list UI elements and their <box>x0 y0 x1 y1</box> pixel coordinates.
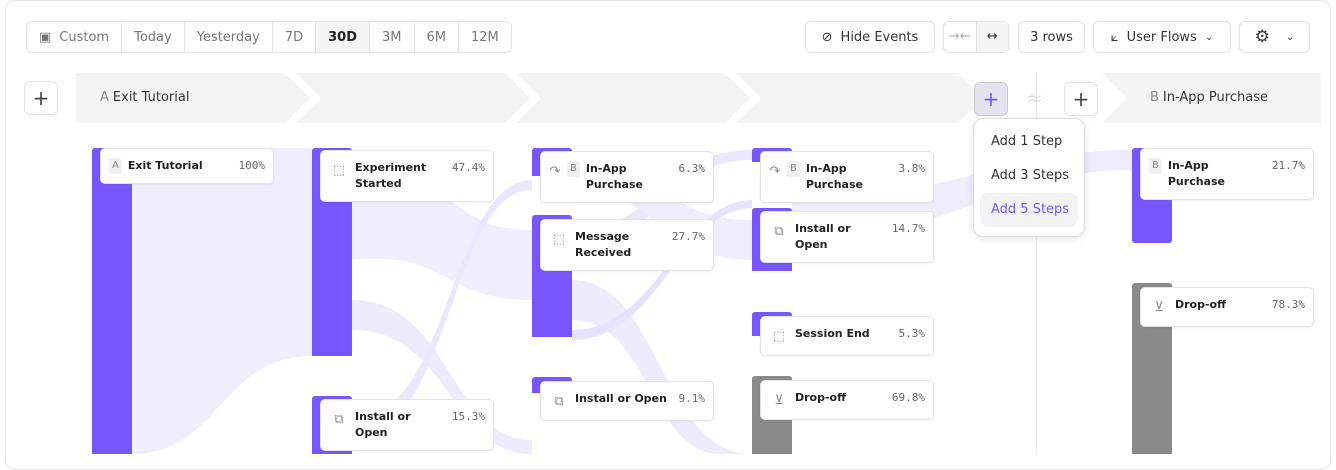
hide-events-button[interactable]: ⊘ Hide Events <box>805 21 935 53</box>
range-custom[interactable]: ▣ Custom <box>27 22 123 52</box>
gap-icon: ≈ <box>1026 86 1043 110</box>
rows-button[interactable]: 3 rows <box>1018 21 1085 53</box>
width-toggle: →← ↔ <box>943 21 1009 53</box>
chevron-down-icon: ⌄ <box>1204 31 1214 43</box>
menu-item-add-1-step[interactable]: Add 1 Step <box>991 134 1063 149</box>
cursor-click-icon: ⬚ <box>552 231 566 247</box>
range-6m[interactable]: 6M <box>415 22 459 52</box>
copy-icon: ⧉ <box>554 393 564 409</box>
copy-icon: ⧉ <box>334 411 344 427</box>
flow-link <box>132 148 312 454</box>
cursor-click-icon: ⬚ <box>332 162 346 178</box>
cursor-click-icon: ⬚ <box>772 328 786 344</box>
range-3m[interactable]: 3M <box>370 22 415 52</box>
add-steps-menu: Add 1 Step Add 3 Steps Add 5 Steps <box>973 118 1085 237</box>
plus-icon: + <box>1072 87 1090 111</box>
menu-item-add-3-steps[interactable]: Add 3 Steps <box>991 168 1070 183</box>
range-12m[interactable]: 12M <box>471 29 499 45</box>
dropoff-icon: ⊻ <box>1154 299 1164 315</box>
node-card[interactable]: ⬚ Experiment Started 47.4% <box>320 150 494 202</box>
add-step-after-button[interactable]: + <box>1064 82 1098 116</box>
range-yesterday[interactable]: Yesterday <box>185 22 273 52</box>
return-arrow-icon: ↷ <box>769 163 781 179</box>
add-step-before-button[interactable]: + <box>24 81 58 115</box>
add-steps-button[interactable]: + <box>974 82 1008 116</box>
range-7d[interactable]: 7D <box>273 22 317 52</box>
calendar-icon: ▣ <box>39 29 52 45</box>
compress-icon[interactable]: →← <box>944 22 977 52</box>
plus-icon: + <box>982 87 1000 111</box>
date-range-selector: ▣ Custom Today Yesterday 7D 30D 3M 6M 12M <box>26 21 512 53</box>
copy-icon: ⧉ <box>774 223 784 239</box>
return-arrow-icon: ↷ <box>549 163 561 179</box>
node-card[interactable]: ⧉ Install or Open 14.7% <box>760 211 934 263</box>
eye-off-icon: ⊘ <box>821 29 833 45</box>
plus-icon: + <box>32 86 50 110</box>
range-today[interactable]: Today <box>122 22 185 52</box>
node-card[interactable]: ⧉ Install or Open 9.1% <box>540 381 714 421</box>
view-selector[interactable]: ⟀ User Flows ⌄ <box>1093 21 1231 53</box>
flow-link <box>352 300 532 454</box>
node-card[interactable]: ⬚ Session End 5.3% <box>760 316 934 356</box>
chevron-down-icon: ⌄ <box>1285 31 1295 43</box>
start-step-label: A Exit Tutorial <box>100 90 190 105</box>
flows-icon: ⟀ <box>1110 29 1119 45</box>
node-bar <box>92 148 132 454</box>
node-card[interactable]: A Exit Tutorial 100% <box>100 148 274 184</box>
menu-item-add-5-steps[interactable]: Add 5 Steps <box>980 193 1078 227</box>
gear-icon: ⚙ <box>1254 27 1270 47</box>
settings-button[interactable]: ⚙ ⌄ <box>1239 21 1310 53</box>
expand-icon[interactable]: ↔ <box>976 22 1008 52</box>
dropoff-icon: ⊻ <box>774 392 784 408</box>
gap-divider <box>1036 73 1037 454</box>
step-header-band <box>76 73 1321 123</box>
flow-link <box>572 280 752 454</box>
end-step-label: B In-App Purchase <box>1150 90 1268 105</box>
node-card[interactable]: B In-App Purchase 21.7% <box>1140 148 1314 200</box>
node-card[interactable]: ↷ B In-App Purchase 6.3% <box>540 151 714 203</box>
node-card[interactable]: ⊻ Drop-off 69.8% <box>760 380 934 420</box>
node-card[interactable]: ↷ B In-App Purchase 3.8% <box>760 151 934 203</box>
node-card[interactable]: ⧉ Install or Open 15.3% <box>320 399 494 451</box>
range-30d[interactable]: 30D <box>316 22 370 52</box>
node-card[interactable]: ⊻ Drop-off 78.3% <box>1140 287 1314 327</box>
node-card[interactable]: ⬚ Message Received 27.7% <box>540 219 714 271</box>
